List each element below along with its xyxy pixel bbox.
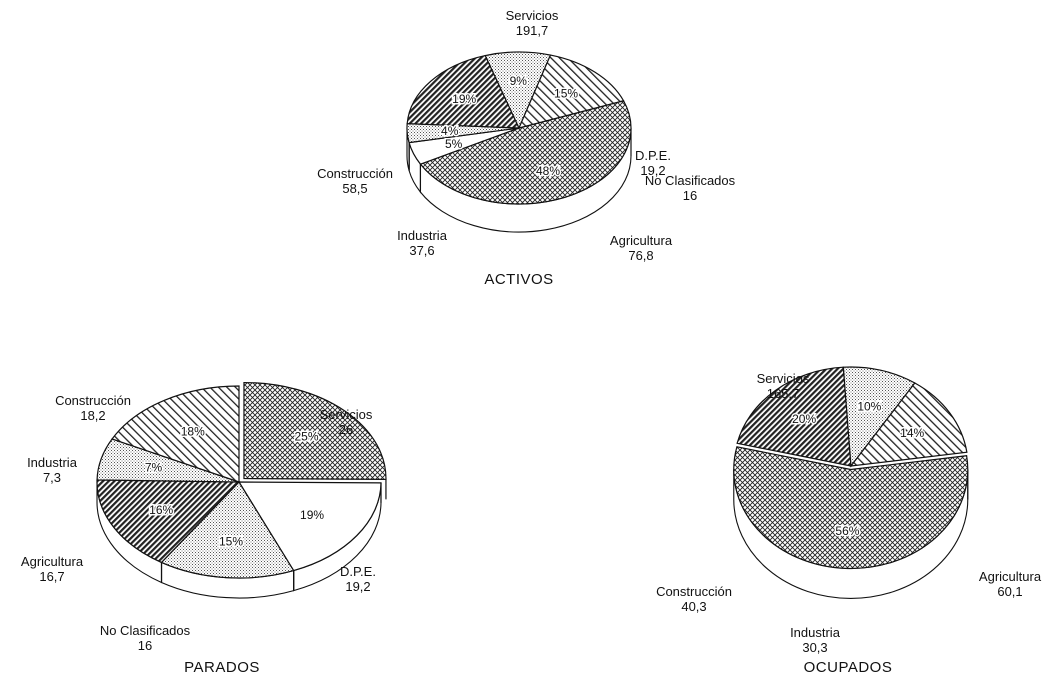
pct-label-dpe: 19%	[300, 508, 324, 522]
chart-title-parados: PARADOS	[184, 659, 260, 676]
pct-label-noclas: 4%	[441, 124, 459, 138]
pct-label-servicios: 56%	[835, 524, 859, 538]
slice-agricultura	[736, 366, 852, 467]
category-label-industria: Industria 7,3	[27, 455, 78, 485]
category-name: Agricultura	[21, 554, 84, 569]
category-value: 19,2	[345, 579, 370, 594]
chart-title-activos: ACTIVOS	[484, 271, 553, 288]
category-value: 165,7	[767, 386, 800, 401]
category-name: Servicios	[506, 8, 559, 23]
category-value: 60,1	[997, 584, 1022, 599]
category-name: Construcción	[656, 584, 732, 599]
pct-label-dpe: 5%	[445, 137, 463, 151]
pct-label-agricultura: 20%	[792, 412, 816, 426]
slice-noclas	[160, 481, 295, 579]
slice-servicios	[419, 100, 632, 205]
category-name: Industria	[397, 228, 448, 243]
pct-label-industria: 9%	[510, 74, 528, 88]
category-value: 16,7	[39, 569, 64, 584]
category-name: No Clasificados	[100, 623, 191, 638]
category-value: 18,2	[80, 408, 105, 423]
pie-chart-activos	[406, 51, 632, 233]
category-label-construccion: Construcción 18,2	[55, 393, 131, 423]
pct-label-servicios: 48%	[536, 164, 560, 178]
category-value: 58,5	[342, 181, 367, 196]
pct-label-industria: 10%	[857, 400, 881, 414]
category-label-noclas: No Clasificados 16	[100, 623, 191, 653]
category-name: Construcción	[317, 166, 393, 181]
category-label-noclas: No Clasificados 16	[645, 173, 736, 203]
category-value: 30,3	[802, 640, 827, 655]
pie-chart-ocupados	[733, 366, 969, 599]
category-label-construccion: Construcción 40,3	[656, 584, 732, 614]
chart-title-ocupados: OCUPADOS	[804, 659, 893, 676]
pct-label-servicios: 25%	[294, 430, 318, 444]
slice-construccion	[517, 54, 625, 129]
slice-construccion	[849, 382, 968, 467]
category-value: 7,3	[43, 470, 61, 485]
pie-chart-parados	[96, 381, 387, 599]
slice-industria	[842, 366, 916, 468]
category-name: D.P.E.	[340, 564, 376, 579]
category-value: 19,2	[640, 163, 665, 178]
category-label-servicios: Servicios 165,7	[757, 371, 810, 401]
category-label-dpe: D.P.E. 19,2	[635, 148, 671, 178]
category-label-industria: Industria 37,6	[397, 228, 448, 258]
category-name: Servicios	[757, 371, 810, 386]
category-value: 16	[683, 188, 697, 203]
slice-servicios	[243, 381, 387, 481]
pct-label-agricultura: 16%	[149, 503, 173, 517]
category-value: 16	[138, 638, 152, 653]
category-name: Agricultura	[610, 233, 673, 248]
pct-label-construccion: 14%	[900, 426, 924, 440]
category-label-construccion: Construcción 58,5	[317, 166, 393, 196]
pct-label-construccion: 15%	[554, 86, 578, 100]
slice-agricultura	[96, 479, 241, 564]
category-name: No Clasificados	[645, 173, 736, 188]
category-value: 26	[339, 422, 353, 437]
category-name: Industria	[27, 455, 78, 470]
category-label-agricultura: Agricultura 76,8	[610, 233, 673, 263]
category-value: 76,8	[628, 248, 653, 263]
slice-dpe	[237, 481, 382, 572]
category-name: D.P.E.	[635, 148, 671, 163]
category-label-dpe: D.P.E. 19,2	[340, 564, 376, 594]
category-value: 40,3	[681, 599, 706, 614]
pct-label-construccion: 18%	[181, 424, 205, 438]
pct-label-noclas: 15%	[219, 534, 243, 548]
category-value: 37,6	[409, 243, 434, 258]
slice-construccion	[111, 385, 240, 483]
category-label-agricultura: Agricultura 60,1	[979, 569, 1042, 599]
pct-label-agricultura: 19%	[452, 92, 476, 106]
category-label-servicios: Servicios 26	[320, 407, 373, 437]
category-label-agricultura: Agricultura 16,7	[21, 554, 84, 584]
slice-servicios	[733, 446, 969, 570]
category-name: Construcción	[55, 393, 131, 408]
pct-label-industria: 7%	[145, 461, 163, 475]
category-label-servicios: Servicios 191,7	[506, 8, 559, 38]
category-label-industria: Industria 30,3	[790, 625, 841, 655]
category-value: 191,7	[516, 23, 549, 38]
category-name: Servicios	[320, 407, 373, 422]
category-name: Agricultura	[979, 569, 1042, 584]
category-name: Industria	[790, 625, 841, 640]
slice-agricultura	[406, 54, 520, 129]
